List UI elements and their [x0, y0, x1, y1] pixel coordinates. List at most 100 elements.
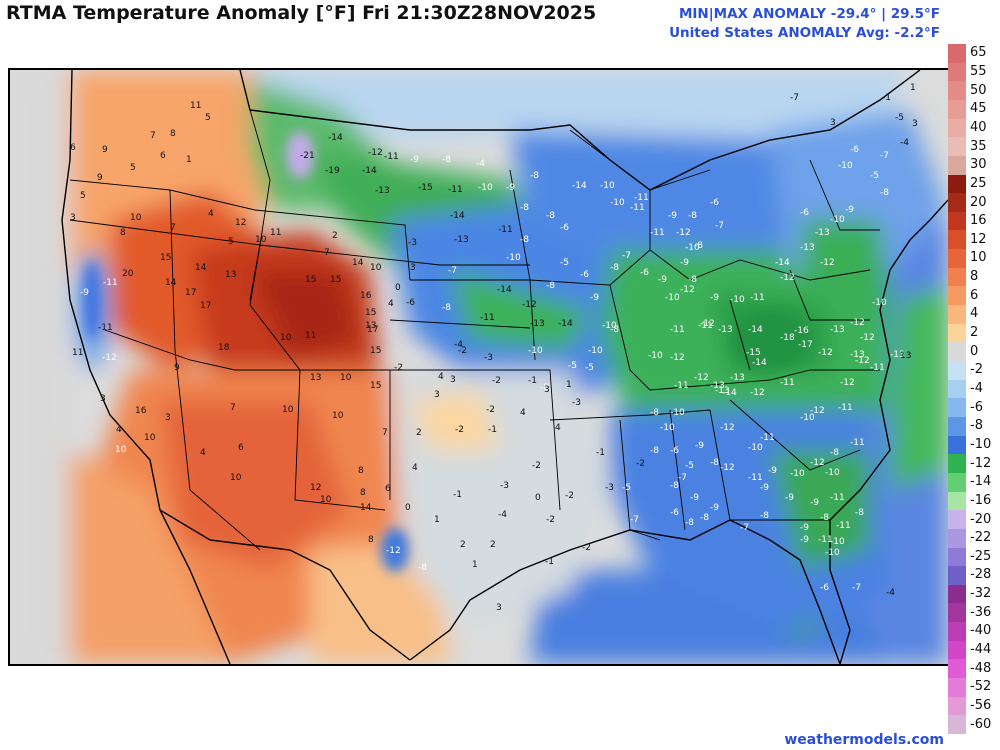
- station-anomaly-label: 9: [174, 363, 180, 373]
- station-anomaly-label: 15: [370, 346, 381, 356]
- station-anomaly-label: 8: [120, 228, 126, 238]
- scale-swatch: [948, 547, 966, 567]
- station-anomaly-label: 18: [218, 343, 230, 353]
- station-anomaly-label: -19: [325, 166, 340, 176]
- station-anomaly-label: 2: [490, 540, 496, 550]
- station-anomaly-label: 4: [438, 372, 444, 382]
- station-anomaly-label: -11: [836, 521, 851, 531]
- station-anomaly-label: 14: [165, 278, 177, 288]
- scale-swatch: [948, 696, 966, 716]
- station-anomaly-label: 0: [395, 283, 401, 293]
- station-anomaly-label: -15: [746, 348, 761, 358]
- station-anomaly-label: 4: [200, 448, 206, 458]
- station-anomaly-label: -5: [622, 483, 631, 493]
- scale-swatch: [948, 622, 966, 642]
- station-anomaly-label: -9: [695, 441, 704, 451]
- scale-swatch: [948, 323, 966, 343]
- scale-label: -10: [970, 436, 992, 452]
- station-anomaly-label: 17: [185, 288, 196, 298]
- station-anomaly-label: 10: [370, 263, 382, 273]
- station-anomaly-label: -2: [582, 543, 591, 553]
- station-anomaly-label: -9: [785, 493, 794, 503]
- station-anomaly-label: 4: [520, 408, 526, 418]
- station-anomaly-label: -9: [410, 155, 419, 165]
- scale-label: -56: [970, 698, 992, 714]
- station-anomaly-label: -14: [572, 181, 587, 191]
- station-anomaly-label: 14: [360, 503, 372, 513]
- station-anomaly-label: -11: [650, 228, 665, 238]
- station-anomaly-label: -6: [710, 198, 719, 208]
- station-anomaly-label: -2: [394, 363, 403, 373]
- station-anomaly-label: -12: [680, 285, 695, 295]
- station-anomaly-label: 12: [310, 483, 321, 493]
- station-anomaly-label: 9: [102, 145, 108, 155]
- scale-label: 45: [970, 101, 987, 117]
- station-anomaly-label: 17: [200, 301, 211, 311]
- station-anomaly-label: -8: [820, 513, 829, 523]
- station-anomaly-label: 1: [910, 83, 916, 93]
- station-anomaly-label: -6: [850, 145, 859, 155]
- scale-swatch: [948, 305, 966, 325]
- scale-swatch: [948, 584, 966, 604]
- station-anomaly-label: -10: [600, 181, 615, 191]
- scale-swatch: [948, 62, 966, 82]
- station-anomaly-label: -13: [454, 235, 469, 245]
- station-anomaly-label: 11: [72, 348, 83, 358]
- station-anomaly-label: -10: [478, 183, 493, 193]
- scale-label: 40: [970, 119, 987, 135]
- station-anomaly-label: 10: [255, 235, 267, 245]
- station-anomaly-label: -11: [448, 185, 463, 195]
- station-anomaly-label: -12: [850, 318, 865, 328]
- station-anomaly-label: -11: [748, 473, 763, 483]
- station-anomaly-label: -12: [676, 228, 691, 238]
- scale-label: 2: [970, 325, 979, 341]
- station-anomaly-label: -12: [780, 273, 795, 283]
- station-anomaly-label: -11: [630, 203, 645, 213]
- station-anomaly-label: -8: [700, 513, 709, 523]
- anomaly-stats: MIN|MAX ANOMALY -29.4° | 29.5°F United S…: [669, 5, 940, 43]
- color-scale: [948, 44, 966, 735]
- station-anomaly-label: -6: [670, 446, 679, 456]
- station-anomaly-label: -17: [798, 340, 813, 350]
- station-anomaly-label: -9: [690, 493, 699, 503]
- station-anomaly-label: -8: [530, 171, 539, 181]
- station-anomaly-label: -11: [870, 363, 885, 373]
- station-anomaly-label: 12: [235, 218, 246, 228]
- scale-label: 20: [970, 194, 987, 210]
- station-anomaly-label: 4: [388, 299, 394, 309]
- station-anomaly-label: 3: [100, 394, 106, 404]
- station-anomaly-label: -12: [694, 373, 709, 383]
- station-anomaly-label: -9: [810, 498, 819, 508]
- station-anomaly-label: 3: [912, 119, 918, 129]
- station-anomaly-label: 3: [496, 603, 502, 613]
- scale-label: -25: [970, 548, 992, 564]
- station-anomaly-label: 9: [97, 173, 103, 183]
- station-anomaly-label: -7: [880, 151, 889, 161]
- station-anomaly-label: 11: [190, 101, 201, 111]
- station-anomaly-label: -10: [588, 346, 603, 356]
- color-scale-labels: 65 55 50 45 40 35 30 25 20 16 12 10 8 6 4 2 0 -2 -4 -6 -8 -10…: [968, 44, 1000, 734]
- station-anomaly-label: 3: [410, 263, 416, 273]
- station-anomaly-label: 5: [130, 163, 136, 173]
- station-anomaly-label: -13: [530, 319, 545, 329]
- scale-swatch: [948, 174, 966, 194]
- station-anomaly-label: -10: [830, 215, 845, 225]
- scale-label: 65: [970, 45, 987, 61]
- station-anomaly-label: -10: [872, 298, 887, 308]
- station-anomaly-label: -10: [602, 321, 617, 331]
- station-anomaly-label: -11: [480, 313, 495, 323]
- station-anomaly-label: -13: [715, 386, 730, 396]
- station-anomaly-label: -10: [838, 161, 853, 171]
- scale-swatch: [948, 44, 966, 64]
- scale-swatch: [948, 454, 966, 474]
- scale-label: 10: [970, 250, 987, 266]
- station-anomaly-label: 0: [535, 493, 541, 503]
- station-anomaly-label: -5: [895, 113, 904, 123]
- station-anomaly-label: -10: [730, 295, 745, 305]
- scale-label: -28: [970, 567, 992, 583]
- station-anomaly-label: -13: [830, 325, 845, 335]
- scale-swatch: [948, 416, 966, 437]
- station-anomaly-label: -2: [636, 459, 645, 469]
- station-anomaly-label: -6: [670, 508, 679, 518]
- scale-label: 12: [970, 231, 987, 247]
